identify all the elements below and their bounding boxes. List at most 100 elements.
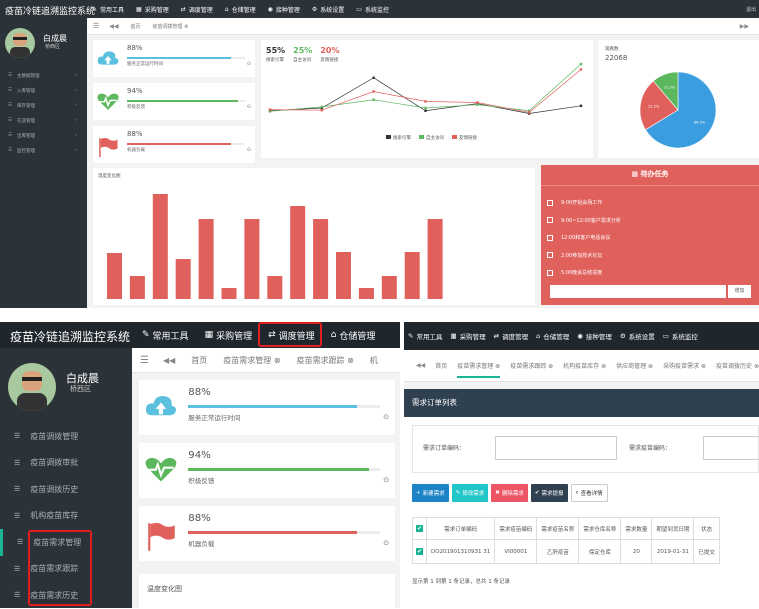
todo-add-button[interactable]: 增加: [728, 285, 751, 298]
tab-current[interactable]: 疫苗调拨管理 ⊗: [152, 23, 189, 30]
tab-label: 首页: [191, 355, 208, 365]
tab-close-icon[interactable]: ⊗: [646, 363, 654, 370]
tab-0[interactable]: 首页: [435, 361, 447, 370]
nav-item-2[interactable]: ⇄ 调度管理: [268, 329, 315, 342]
stat-card-1: 94% 积极反馈 ⊙: [93, 83, 255, 120]
tab-4[interactable]: 供应商管理 ⊗: [616, 361, 653, 370]
checkbox[interactable]: [547, 234, 553, 241]
vaccine-code-input[interactable]: [703, 436, 759, 460]
button-4[interactable]: ⌕ 查看详情: [570, 484, 608, 502]
tab-close-icon[interactable]: ⊗: [271, 355, 281, 365]
nav-item-6[interactable]: ▭ 系统监控: [356, 5, 389, 14]
column-header[interactable]: 需求仓库名称: [578, 517, 622, 540]
nav-item-3[interactable]: ⌂ 仓储管理: [331, 329, 376, 342]
sidebar-item-label: 疫苗调拨审批: [30, 458, 79, 468]
expand-circle-icon[interactable]: ⊙: [383, 537, 390, 547]
tab-3[interactable]: 机构疫苗库存 ⊗: [563, 361, 606, 370]
expand-circle-icon[interactable]: ⊙: [246, 61, 251, 68]
button-3[interactable]: ✔ 需求提报: [530, 484, 568, 502]
tab-2[interactable]: 疫苗需求跟踪 ⊗: [297, 355, 354, 366]
sidebar-item-5[interactable]: ☰ 疫苗需求跟踪: [0, 556, 132, 583]
tab-close-icon[interactable]: ⊗: [344, 355, 354, 365]
nav-item-4[interactable]: ◉ 接种管理: [577, 331, 612, 341]
checkbox[interactable]: [547, 269, 553, 276]
sidebar-item-0[interactable]: ☰ 主数据管理 ›: [0, 68, 87, 83]
sidebar-item-4[interactable]: ☰ 疫苗需求管理: [0, 529, 132, 556]
nav-item-0[interactable]: ✎ 常用工具: [408, 331, 442, 341]
menu-toggle-icon[interactable]: ☰: [140, 354, 149, 366]
expand-circle-icon[interactable]: ⊙: [246, 147, 251, 154]
table-row[interactable]: ✔ DO201901310931 31 VI00001 乙肝疫苗 保定仓库 20 2019-…: [412, 539, 720, 564]
todo-item-2[interactable]: 12:00和客户电话会议: [547, 229, 621, 247]
todo-item-4[interactable]: 5:00晚会总结进度: [547, 264, 621, 282]
expand-circle-icon[interactable]: ⊙: [246, 104, 251, 111]
nav-item-2[interactable]: ⇄ 调度管理: [181, 5, 213, 14]
nav-item-0[interactable]: ✎ 常用工具: [92, 5, 124, 14]
sidebar-item-5[interactable]: ☰ 监控管理 ›: [0, 143, 87, 158]
sidebar-item-0[interactable]: ☰ 疫苗调拨管理: [0, 423, 132, 450]
series-point: [268, 110, 272, 113]
sidebar-item-2[interactable]: ☰ 库存管理 ›: [0, 98, 87, 113]
button-0[interactable]: + 新建需求: [412, 484, 449, 502]
sidebar-item-2[interactable]: ☰ 疫苗调拨历史: [0, 476, 132, 503]
nav-item-1[interactable]: ▦ 采购管理: [136, 5, 169, 14]
tab-2[interactable]: 疫苗需求跟踪 ⊗: [510, 361, 553, 370]
forward-icon[interactable]: ▶▶: [739, 22, 749, 30]
nav-item-5[interactable]: ⚙ 系统设置: [620, 331, 655, 341]
checkbox[interactable]: ✔: [416, 548, 423, 555]
cloud-upload-icon: [145, 394, 177, 418]
nav-item-6[interactable]: ▭ 系统监控: [663, 331, 698, 341]
column-header[interactable]: 需求订单编码: [425, 517, 496, 540]
nav-item-0[interactable]: ✎ 常用工具: [142, 329, 189, 342]
tab-close-icon[interactable]: ⊗: [493, 363, 501, 370]
sidebar-item-3[interactable]: ☰ 机构疫苗库存: [0, 503, 132, 530]
column-header[interactable]: 需求疫苗编码: [494, 517, 538, 540]
button-2[interactable]: ✖ 删除需求: [491, 484, 528, 502]
sidebar-item-label: 库存管理: [17, 103, 36, 109]
column-header[interactable]: 需求数量: [620, 517, 653, 540]
expand-circle-icon[interactable]: ⊙: [383, 474, 390, 484]
nav-item-4[interactable]: ◉ 接种管理: [268, 5, 300, 14]
nav-item-1[interactable]: ▦ 采购管理: [205, 329, 253, 342]
checkbox[interactable]: ✔: [416, 525, 423, 532]
tab-1[interactable]: 疫苗需求管理 ⊗: [223, 355, 280, 366]
tab-1[interactable]: 疫苗需求管理 ⊗: [457, 361, 501, 378]
sidebar-item-1[interactable]: ☰ 疫苗调拨审批: [0, 450, 132, 477]
back-icon[interactable]: ◀◀: [162, 355, 176, 365]
tab-close-icon[interactable]: ⊗: [699, 363, 707, 370]
tab-3[interactable]: 机: [370, 355, 378, 366]
tab-6[interactable]: 疫苗调拨历史 ⊗: [716, 361, 759, 370]
todo-item-1[interactable]: 9:00~12:00客户需求分析: [547, 212, 621, 230]
logout-link[interactable]: 退出: [746, 7, 757, 13]
tab-close-icon[interactable]: ⊗: [752, 363, 759, 370]
tab-5[interactable]: 采购疫苗需求 ⊗: [663, 361, 706, 370]
nav-item-1[interactable]: ▦ 采购管理: [450, 331, 485, 341]
nav-item-3[interactable]: ⌂ 仓储管理: [225, 5, 256, 14]
column-header[interactable]: 期望到货日期: [651, 517, 695, 540]
checkbox[interactable]: [547, 217, 553, 224]
nav-item-3[interactable]: ⌂ 仓储管理: [536, 331, 569, 341]
sidebar-item-4[interactable]: ☰ 出库管理 ›: [0, 128, 87, 143]
checkbox[interactable]: [547, 252, 553, 259]
back-icon[interactable]: ◀◀: [109, 22, 119, 30]
todo-item-0[interactable]: 9:00开始会场工作: [547, 194, 621, 212]
checkbox[interactable]: [547, 199, 553, 206]
todo-item-3[interactable]: 2:00参加技术论坛: [547, 247, 621, 265]
button-1[interactable]: ✎ 修改需求: [451, 484, 489, 502]
menu-toggle-icon[interactable]: ☰: [93, 22, 100, 30]
tab-close-icon[interactable]: ⊗: [599, 363, 607, 370]
nav-item-2[interactable]: ⇄ 调度管理: [494, 331, 528, 341]
tab-0[interactable]: 首页: [191, 355, 208, 375]
order-code-input[interactable]: [495, 436, 617, 460]
todo-input[interactable]: [550, 285, 726, 298]
tab-close-icon[interactable]: ⊗: [546, 363, 554, 370]
back-icon[interactable]: ◀◀: [416, 362, 426, 369]
sidebar-item-6[interactable]: ☰ 疫苗需求历史: [0, 582, 132, 609]
sidebar-item-1[interactable]: ☰ 入库管理 ›: [0, 83, 87, 98]
column-header[interactable]: 需求疫苗名称: [536, 517, 580, 540]
tab-home[interactable]: 首页: [130, 23, 141, 30]
sidebar-item-3[interactable]: ☰ 在途管理 ›: [0, 113, 87, 128]
expand-circle-icon[interactable]: ⊙: [383, 411, 390, 421]
column-header[interactable]: 状态: [693, 517, 720, 540]
nav-item-5[interactable]: ⚙ 系统设置: [312, 5, 344, 14]
